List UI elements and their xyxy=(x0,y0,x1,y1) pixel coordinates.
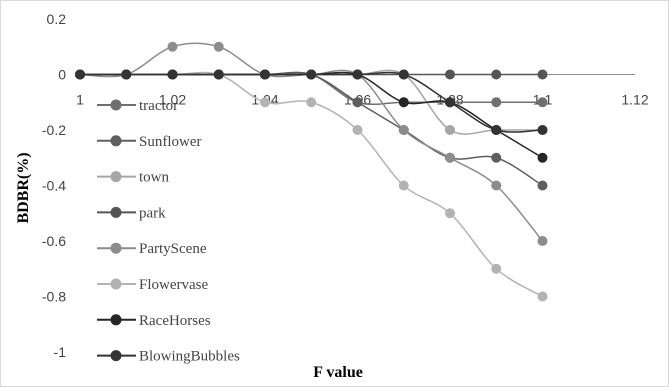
legend-label: BlowingBubbles xyxy=(139,349,240,365)
data-point xyxy=(213,41,224,52)
legend-item: RaceHorses xyxy=(97,313,211,329)
data-point xyxy=(491,152,502,163)
data-point xyxy=(398,180,409,191)
data-point xyxy=(537,180,548,191)
data-point xyxy=(167,69,178,80)
data-point xyxy=(445,97,455,108)
data-point xyxy=(75,69,85,80)
data-point xyxy=(398,97,409,108)
legend-swatch-marker xyxy=(110,278,122,290)
legend-swatch-marker xyxy=(110,206,122,218)
y-tick-label: 0 xyxy=(58,67,66,83)
legend-swatch-marker xyxy=(110,242,122,254)
series-BlowingBubbles xyxy=(75,69,548,135)
y-axis-title: BDBR(%) xyxy=(15,152,32,223)
legend-label: Flowervase xyxy=(139,277,208,293)
x-tick-label: 1 xyxy=(76,92,84,108)
y-tick-labels: 0.2 0 -0.2 -0.4 -0.6 -0.8 -1 xyxy=(42,11,66,360)
data-point xyxy=(491,263,502,274)
x-tick-label: 1.12 xyxy=(621,92,648,108)
y-tick-label: 0.2 xyxy=(47,11,67,27)
data-point xyxy=(352,97,363,108)
y-tick-label: -0.8 xyxy=(42,289,66,305)
legend: tractor Sunflower town park PartyScene Flower… xyxy=(97,98,240,365)
legend-swatch-marker xyxy=(110,99,122,111)
data-point xyxy=(260,69,270,80)
y-tick-label: -0.4 xyxy=(42,178,66,194)
legend-label: Sunflower xyxy=(139,134,202,150)
legend-swatch-marker xyxy=(110,171,122,183)
data-point xyxy=(306,97,317,108)
data-point xyxy=(445,69,455,80)
y-tick-label: -1 xyxy=(54,344,67,360)
series-layer xyxy=(75,41,548,302)
data-point xyxy=(260,97,270,108)
legend-swatch-marker xyxy=(110,135,122,147)
data-point xyxy=(398,69,409,80)
legend-label: RaceHorses xyxy=(139,313,211,329)
data-point xyxy=(491,97,502,108)
data-point xyxy=(213,69,224,80)
data-point xyxy=(445,125,455,135)
legend-item: town xyxy=(97,170,170,186)
x-tick-label: 1.02 xyxy=(159,92,186,108)
data-point xyxy=(491,125,502,135)
legend-item: park xyxy=(97,205,166,221)
legend-label: PartyScene xyxy=(139,241,207,257)
legend-item: BlowingBubbles xyxy=(97,349,240,365)
data-point xyxy=(537,291,548,302)
data-point xyxy=(445,152,455,163)
legend-label: park xyxy=(139,205,166,221)
legend-item: Sunflower xyxy=(97,134,202,150)
data-point xyxy=(167,41,178,52)
legend-item: PartyScene xyxy=(97,241,207,257)
data-point xyxy=(537,125,548,135)
data-point xyxy=(398,125,409,135)
legend-swatch-marker xyxy=(110,350,122,362)
legend-label: town xyxy=(139,170,170,186)
data-point xyxy=(306,69,317,80)
data-point xyxy=(121,69,132,80)
legend-label: tractor xyxy=(139,98,178,114)
legend-swatch-marker xyxy=(110,314,122,326)
data-point xyxy=(537,69,548,80)
series-line xyxy=(79,71,543,187)
legend-item: Flowervase xyxy=(97,277,208,293)
y-tick-label: -0.6 xyxy=(42,233,66,249)
x-axis-title: F value xyxy=(313,364,363,381)
data-point xyxy=(537,236,548,246)
y-tick-label: -0.2 xyxy=(42,122,66,138)
data-point xyxy=(491,180,502,191)
data-point xyxy=(491,69,502,80)
data-point xyxy=(352,69,363,80)
data-point xyxy=(445,208,455,219)
data-point xyxy=(352,125,363,135)
legend-item: tractor xyxy=(97,98,178,114)
data-point xyxy=(537,97,548,108)
data-point xyxy=(537,152,548,163)
